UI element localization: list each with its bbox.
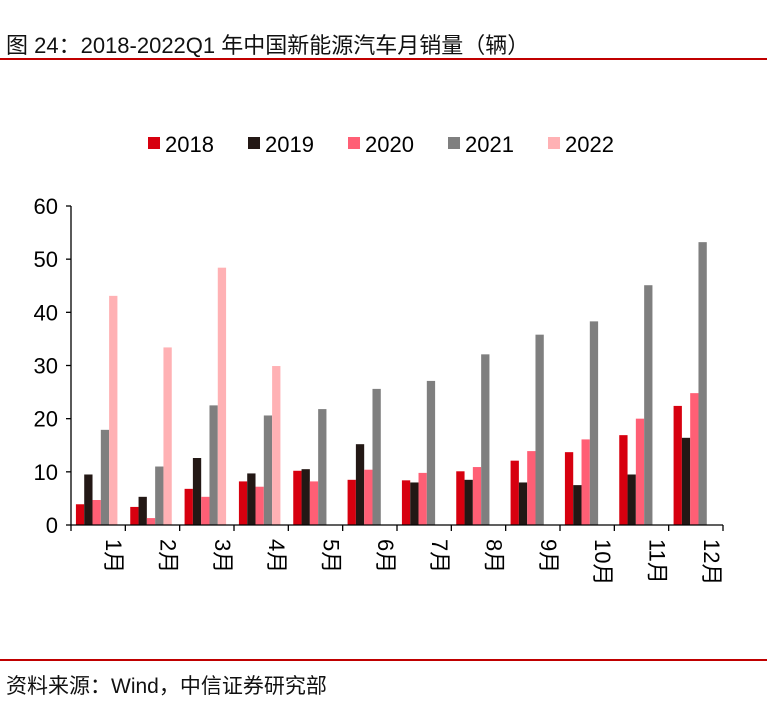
- bar-2020-4月: [255, 486, 264, 525]
- bar-2018-9月: [510, 460, 519, 525]
- bar-2019-2月: [138, 496, 147, 525]
- bar-2019-11月: [627, 474, 636, 525]
- y-tick-label: 40: [34, 300, 58, 325]
- legend-label: 2020: [365, 132, 414, 157]
- y-tick-label: 20: [34, 407, 58, 432]
- bar-2021-8月: [481, 354, 490, 525]
- x-tick-label: 9月: [536, 539, 561, 573]
- x-tick-label: 3月: [210, 539, 235, 573]
- source-rule: [0, 659, 767, 661]
- bar-2019-7月: [410, 482, 419, 525]
- y-tick-label: 30: [34, 354, 58, 379]
- source-note: 资料来源：Wind，中信证券研究部: [6, 675, 327, 698]
- legend-swatch-2018: [148, 137, 160, 149]
- bar-2021-4月: [263, 415, 273, 525]
- x-tick-label: 6月: [373, 539, 398, 573]
- bar-2021-3月: [209, 405, 218, 525]
- legend-label: 2019: [265, 132, 314, 157]
- bar-2018-12月: [673, 405, 682, 525]
- bar-2020-5月: [309, 481, 319, 525]
- bar-2019-6月: [355, 444, 365, 525]
- bar-2018-8月: [456, 471, 465, 525]
- bar-2022-1月: [109, 295, 118, 525]
- bar-2022-2月: [163, 347, 172, 525]
- x-tick-label: 8月: [482, 539, 507, 573]
- bar-2020-11月: [635, 418, 645, 525]
- bar-2018-2月: [130, 506, 139, 525]
- bar-2022-4月: [272, 366, 281, 525]
- y-tick-label: 50: [34, 247, 58, 272]
- x-tick-label: 10月: [590, 539, 615, 585]
- y-tick-label: 60: [34, 194, 58, 219]
- bar-2021-2月: [155, 466, 164, 525]
- bar-2020-1月: [92, 500, 101, 525]
- bar-2021-10月: [589, 321, 599, 525]
- bar-2019-8月: [464, 479, 473, 525]
- bar-2018-10月: [564, 452, 574, 525]
- bar-2019-5月: [301, 469, 310, 525]
- x-tick-label: 1月: [101, 539, 126, 573]
- bar-2020-9月: [527, 451, 536, 525]
- bar-2021-11月: [644, 285, 653, 525]
- bar-2021-9月: [535, 334, 544, 525]
- bar-2020-3月: [201, 496, 210, 525]
- bar-2018-4月: [238, 481, 248, 525]
- bar-2020-6月: [364, 469, 373, 525]
- bar-2018-5月: [293, 470, 302, 525]
- legend-swatch-2022: [548, 137, 560, 149]
- bar-2018-11月: [619, 435, 628, 525]
- x-tick-label: 11月: [645, 539, 670, 584]
- bar-2021-12月: [698, 242, 707, 526]
- bar-2020-12月: [690, 393, 699, 525]
- bar-2018-1月: [75, 504, 85, 525]
- bar-2022-3月: [217, 267, 227, 525]
- x-tick-label: 5月: [319, 539, 344, 573]
- x-tick-label: 12月: [699, 539, 724, 585]
- figure-title: 图 24：2018-2022Q1 年中国新能源汽车月销量（辆）: [6, 33, 530, 58]
- bar-2021-1月: [100, 429, 110, 525]
- bar-2019-9月: [518, 482, 528, 525]
- bar-2021-5月: [318, 409, 327, 525]
- x-tick-label: 4月: [264, 539, 289, 573]
- legend-label: 2021: [465, 132, 514, 157]
- y-tick-label: 0: [46, 513, 58, 538]
- bar-2019-12月: [681, 437, 691, 525]
- x-tick-label: 2月: [156, 539, 181, 573]
- legend-swatch-2020: [348, 137, 360, 149]
- legend-label: 2018: [165, 132, 214, 157]
- bar-2018-3月: [184, 488, 193, 525]
- bar-2020-8月: [472, 467, 482, 525]
- x-tick-label: 7月: [427, 539, 452, 573]
- bar-2019-1月: [84, 474, 93, 525]
- bar-2019-3月: [192, 458, 202, 525]
- y-tick-label: 10: [34, 460, 58, 485]
- bar-2020-10月: [581, 439, 590, 525]
- bar-2018-7月: [401, 480, 411, 525]
- bar-2020-2月: [146, 518, 156, 525]
- bar-2020-7月: [418, 472, 427, 525]
- legend-swatch-2021: [448, 137, 460, 149]
- bar-2019-4月: [247, 473, 256, 525]
- legend-swatch-2019: [248, 137, 260, 149]
- legend-label: 2022: [565, 132, 614, 157]
- title-rule: [0, 58, 767, 60]
- bar-2021-7月: [426, 380, 436, 525]
- bar-2018-6月: [347, 479, 356, 525]
- bar-2021-6月: [372, 388, 381, 525]
- bar-2019-10月: [573, 485, 582, 525]
